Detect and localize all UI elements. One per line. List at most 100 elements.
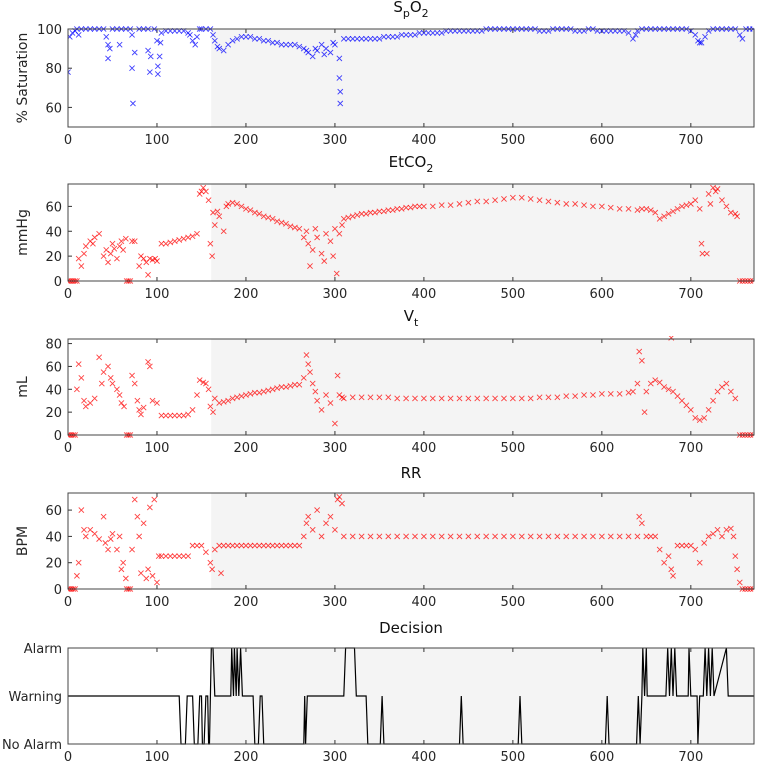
data-point: [372, 209, 378, 216]
data-point: [698, 39, 705, 46]
data-point: [363, 35, 369, 42]
data-point: [202, 188, 209, 195]
data-point: [705, 406, 712, 413]
x-tick-label: 100: [145, 287, 170, 302]
shaded-region: [211, 29, 755, 127]
data-point: [376, 208, 383, 215]
data-point: [145, 358, 151, 365]
data-point: [158, 553, 165, 560]
data-point: [376, 35, 383, 42]
y-tick-label: 20: [45, 557, 62, 572]
x-tick-label: 0: [64, 287, 72, 302]
data-point: [154, 63, 161, 70]
data-point: [652, 209, 659, 216]
x-tick-label: 0: [64, 441, 72, 456]
data-point: [234, 200, 240, 207]
data-point: [120, 246, 127, 253]
data-point: [278, 384, 285, 390]
x-tick-label: 500: [500, 133, 525, 148]
data-point: [425, 30, 432, 36]
data-point: [734, 213, 741, 220]
data-point: [647, 207, 654, 214]
y-tick-label: 60: [45, 101, 62, 116]
data-point: [140, 520, 147, 527]
data-point: [394, 395, 401, 402]
data-point: [82, 243, 89, 250]
x-tick-label: 700: [678, 750, 703, 765]
data-point: [229, 37, 236, 44]
data-point: [162, 240, 169, 247]
data-point: [581, 392, 587, 398]
data-point: [354, 212, 361, 219]
x-tick-label: 500: [500, 750, 525, 765]
data-point: [100, 369, 107, 376]
data-point: [327, 238, 334, 245]
data-point: [158, 412, 165, 419]
data-point: [412, 395, 418, 402]
data-point: [220, 47, 227, 54]
data-point: [492, 533, 499, 540]
data-point: [665, 210, 672, 217]
data-point: [656, 215, 663, 222]
data-point: [209, 253, 216, 260]
data-point: [590, 203, 596, 210]
data-point: [358, 394, 365, 401]
data-point: [136, 263, 143, 269]
data-point: [598, 390, 605, 397]
data-point: [518, 533, 525, 540]
data-point: [211, 37, 218, 44]
data-point: [223, 203, 230, 210]
data-point: [358, 533, 365, 540]
data-point: [407, 31, 414, 38]
data-point: [705, 533, 712, 540]
data-point: [447, 202, 454, 209]
data-point: [210, 209, 216, 216]
data-point: [674, 393, 681, 400]
data-point: [318, 533, 325, 540]
data-point: [630, 388, 636, 395]
data-point: [209, 566, 216, 573]
data-point: [339, 500, 345, 507]
data-point: [251, 35, 258, 42]
data-point: [96, 230, 103, 237]
x-tick-label: 400: [411, 441, 436, 456]
data-point: [656, 379, 663, 386]
data-point: [563, 200, 570, 207]
data-point: [180, 412, 187, 419]
data-point: [661, 384, 668, 390]
data-point: [251, 542, 258, 549]
data-point: [167, 553, 174, 560]
data-point: [339, 222, 345, 228]
data-point: [323, 230, 329, 237]
data-point: [106, 45, 113, 52]
data-point: [114, 255, 120, 262]
data-point: [102, 540, 109, 546]
data-point: [105, 41, 111, 48]
data-point: [518, 194, 525, 201]
data-point: [105, 363, 111, 370]
data-point: [674, 542, 681, 549]
y-axis-label: BPM: [15, 526, 31, 556]
data-point: [82, 533, 89, 540]
x-tick-label: 100: [145, 750, 170, 765]
data-point: [394, 205, 401, 212]
data-point: [314, 47, 321, 54]
data-point: [296, 225, 303, 232]
x-tick-label: 600: [589, 750, 614, 765]
data-point: [420, 30, 427, 36]
title-part: 2: [426, 162, 433, 175]
y-axis-label: mmHg: [15, 209, 31, 256]
data-point: [251, 209, 258, 216]
data-point: [465, 533, 472, 540]
data-point: [158, 240, 165, 247]
data-point: [129, 238, 135, 245]
data-point: [305, 513, 312, 520]
data-point: [367, 35, 374, 42]
data-point: [661, 559, 668, 566]
data-point: [118, 566, 125, 573]
data-point: [278, 542, 285, 549]
data-point: [358, 210, 365, 217]
x-tick-label: 400: [411, 287, 436, 302]
data-point: [154, 400, 160, 406]
data-point: [269, 542, 276, 549]
